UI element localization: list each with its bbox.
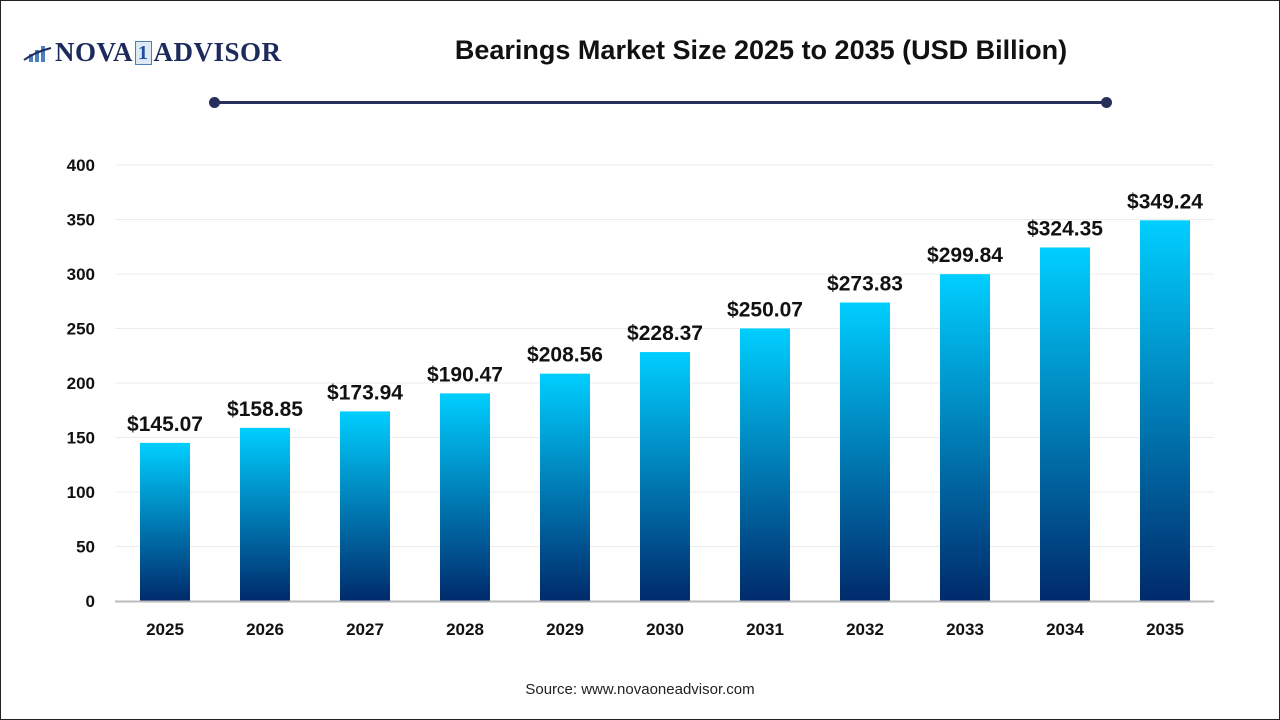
x-tick-label: 2029 — [546, 620, 584, 639]
data-label: $324.35 — [1027, 217, 1103, 240]
x-tick-label: 2031 — [746, 620, 784, 639]
y-tick-label: 400 — [67, 156, 95, 175]
x-tick-label: 2030 — [646, 620, 684, 639]
x-tick-label: 2034 — [1046, 620, 1084, 639]
bar — [1040, 247, 1090, 601]
data-label: $299.84 — [927, 244, 1003, 267]
data-label: $190.47 — [427, 363, 503, 386]
y-tick-label: 250 — [67, 320, 95, 339]
bar — [1140, 220, 1190, 601]
bar — [340, 411, 390, 601]
x-tick-label: 2033 — [946, 620, 984, 639]
title-rule — [214, 101, 1107, 104]
bar — [140, 442, 190, 601]
y-tick-label: 150 — [67, 429, 95, 448]
bar — [240, 427, 290, 601]
y-tick-label: 300 — [67, 265, 95, 284]
chart-title: Bearings Market Size 2025 to 2035 (USD B… — [454, 35, 1068, 65]
x-tick-label: 2025 — [146, 620, 184, 639]
rule-dot-right — [1101, 97, 1112, 108]
y-tick-label: 100 — [67, 483, 95, 502]
logo: NOVA 1 ADVISOR — [23, 37, 282, 68]
data-label: $349.24 — [1127, 190, 1203, 213]
rule-dot-left — [209, 97, 220, 108]
x-tick-label: 2032 — [846, 620, 884, 639]
data-label: $228.37 — [627, 322, 703, 345]
bar — [540, 373, 590, 601]
bar — [640, 352, 690, 601]
logo-bars-icon — [23, 45, 52, 62]
y-tick-label: 350 — [67, 211, 95, 230]
data-label: $145.07 — [127, 413, 203, 436]
data-label: $158.85 — [227, 398, 303, 421]
source-note: Source: www.novaoneadvisor.com — [525, 681, 755, 698]
x-tick-label: 2035 — [1146, 620, 1184, 639]
data-label: $273.83 — [827, 273, 903, 296]
data-label: $208.56 — [527, 344, 603, 367]
data-label: $250.07 — [727, 298, 803, 321]
data-label: $173.94 — [327, 381, 403, 404]
x-tick-label: 2028 — [446, 620, 484, 639]
bar — [740, 328, 790, 601]
y-tick-label: 0 — [86, 592, 95, 611]
x-tick-label: 2027 — [346, 620, 384, 639]
x-tick-label: 2026 — [246, 620, 284, 639]
y-tick-label: 50 — [76, 538, 95, 557]
bar — [440, 393, 490, 601]
y-tick-label: 200 — [67, 374, 95, 393]
bar — [840, 302, 890, 601]
bar — [940, 274, 990, 601]
